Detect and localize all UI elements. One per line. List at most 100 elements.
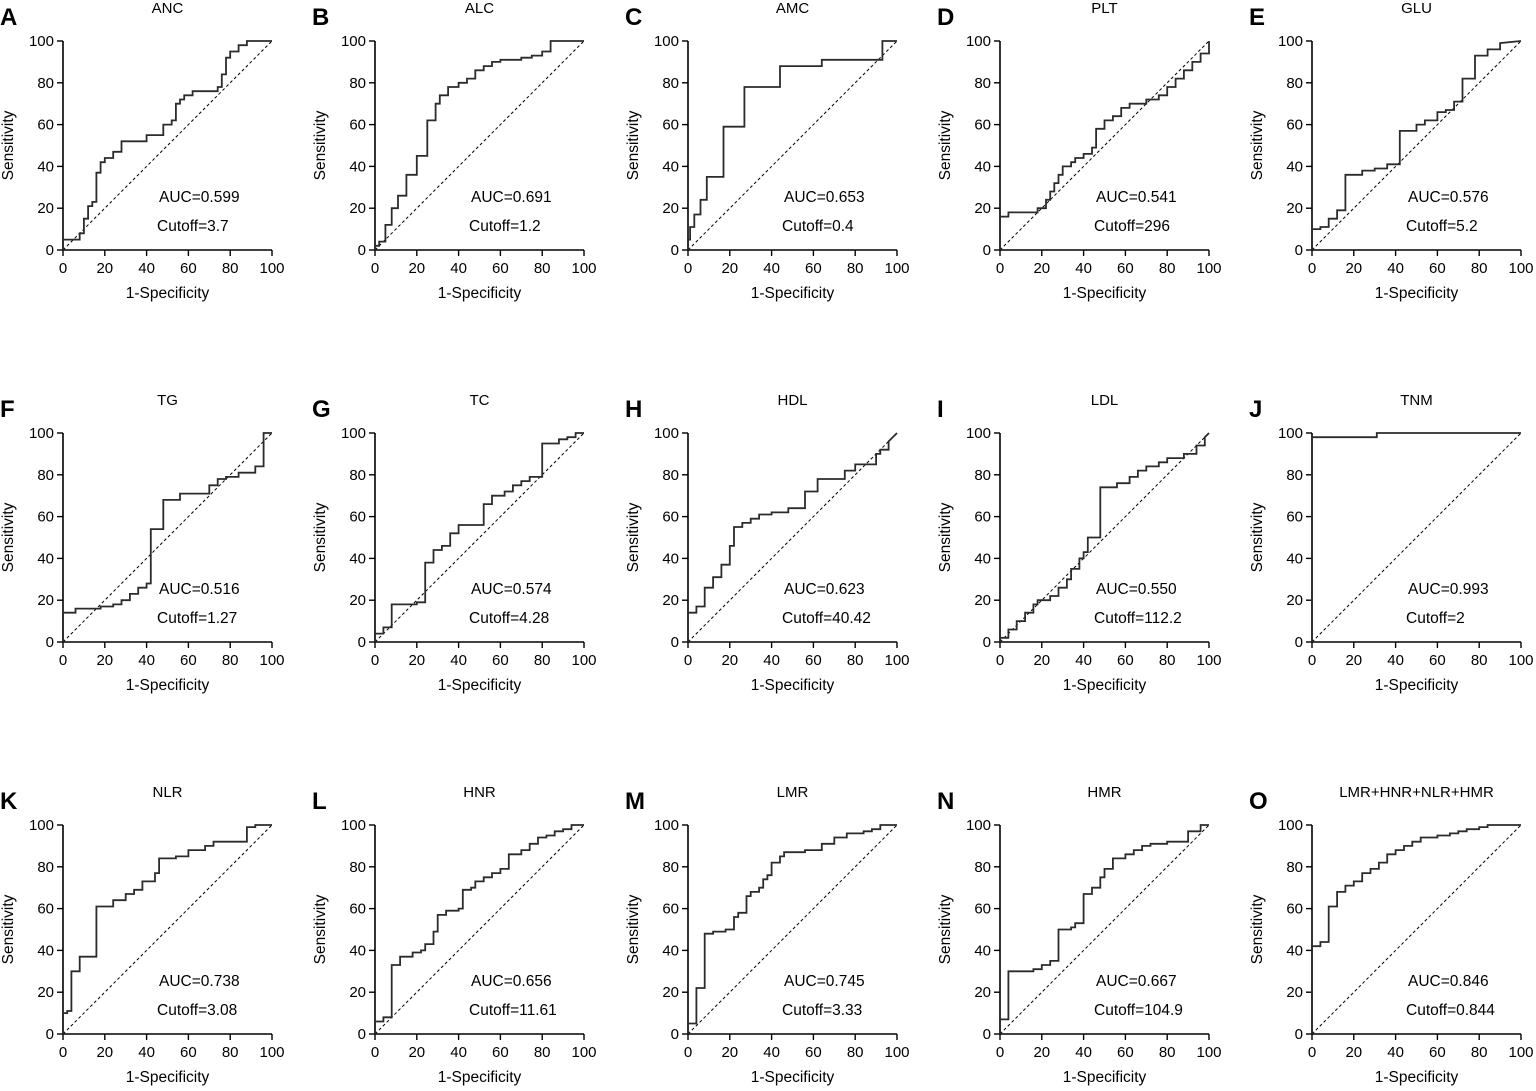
y-axis-label: Sensitivity xyxy=(312,110,329,180)
y-tick-label: 20 xyxy=(349,984,366,1001)
panel-title: ALC xyxy=(465,0,494,17)
y-tick-label: 60 xyxy=(974,901,991,918)
y-tick-label: 0 xyxy=(1295,1026,1303,1043)
y-tick-label: 60 xyxy=(1286,117,1303,134)
y-tick-label: 100 xyxy=(654,33,679,50)
x-tick-label: 0 xyxy=(996,260,1004,277)
y-tick-label: 80 xyxy=(37,859,54,876)
x-tick-label: 60 xyxy=(805,1044,822,1061)
y-tick-label: 100 xyxy=(966,817,991,834)
auc-label: AUC=0.550 xyxy=(1096,581,1177,598)
panel-title: LMR xyxy=(777,784,809,801)
x-tick-label: 20 xyxy=(1033,260,1050,277)
x-tick-label: 40 xyxy=(138,1044,155,1061)
y-tick-label: 0 xyxy=(1295,242,1303,259)
x-tick-label: 80 xyxy=(222,1044,239,1061)
y-tick-label: 40 xyxy=(662,158,679,175)
y-tick-label: 20 xyxy=(974,592,991,609)
x-tick-label: 60 xyxy=(1429,652,1446,669)
y-tick-label: 40 xyxy=(662,550,679,567)
y-tick-label: 0 xyxy=(358,1026,366,1043)
y-tick-label: 60 xyxy=(662,509,679,526)
cutoff-label: Cutoff=112.2 xyxy=(1094,610,1182,627)
y-axis-label: Sensitivity xyxy=(1249,502,1266,572)
x-tick-label: 20 xyxy=(1345,652,1362,669)
y-axis-label: Sensitivity xyxy=(625,502,642,572)
y-tick-label: 20 xyxy=(974,984,991,1001)
y-tick-label: 0 xyxy=(46,242,54,259)
auc-label: AUC=0.656 xyxy=(471,973,552,990)
panel-title: NLR xyxy=(152,784,182,801)
y-tick-label: 20 xyxy=(37,200,54,217)
panel-letter: F xyxy=(0,396,15,423)
x-tick-label: 40 xyxy=(450,1044,467,1061)
cutoff-label: Cutoff=4.28 xyxy=(469,610,549,627)
x-tick-label: 0 xyxy=(59,1044,67,1061)
x-tick-label: 60 xyxy=(180,1044,197,1061)
roc-panel-g: G TC 00 20 20 40 40 60 60 80 80 100 100 1-Specificity… xyxy=(312,392,597,694)
y-axis-label: Sensitivity xyxy=(312,502,329,572)
panel-letter: C xyxy=(625,4,642,31)
x-tick-label: 80 xyxy=(1471,1044,1488,1061)
y-tick-label: 0 xyxy=(1295,634,1303,651)
x-tick-label: 100 xyxy=(1508,1044,1533,1061)
y-tick-label: 20 xyxy=(349,200,366,217)
roc-panel-d: D PLT 00 20 20 40 40 60 60 80 80 100 100 1-Specificit… xyxy=(937,0,1222,302)
x-tick-label: 60 xyxy=(1117,260,1134,277)
x-tick-label: 100 xyxy=(884,652,909,669)
x-tick-label: 100 xyxy=(259,652,284,669)
x-tick-label: 0 xyxy=(59,260,67,277)
x-axis-label: 1-Specificity xyxy=(126,677,210,694)
y-tick-label: 0 xyxy=(358,242,366,259)
auc-label: AUC=0.653 xyxy=(784,189,865,206)
x-tick-label: 80 xyxy=(847,1044,864,1061)
y-tick-label: 20 xyxy=(662,200,679,217)
x-axis-label: 1-Specificity xyxy=(1063,677,1147,694)
roc-panel-f: F TG 00 20 20 40 40 60 60 80 80 100 100 1-Specificity… xyxy=(0,392,285,694)
x-tick-label: 80 xyxy=(1159,1044,1176,1061)
y-tick-label: 60 xyxy=(662,117,679,134)
x-axis-label: 1-Specificity xyxy=(1375,1069,1459,1086)
x-tick-label: 100 xyxy=(571,652,596,669)
x-tick-label: 100 xyxy=(1508,652,1533,669)
y-tick-label: 60 xyxy=(37,901,54,918)
cutoff-label: Cutoff=0.4 xyxy=(782,218,854,235)
y-tick-label: 60 xyxy=(1286,509,1303,526)
y-tick-label: 100 xyxy=(654,817,679,834)
y-tick-label: 80 xyxy=(1286,75,1303,92)
y-tick-label: 80 xyxy=(37,467,54,484)
roc-curve-line xyxy=(999,432,1210,642)
x-tick-label: 0 xyxy=(59,652,67,669)
y-tick-label: 0 xyxy=(46,634,54,651)
panel-letter: A xyxy=(0,4,17,31)
y-tick-label: 80 xyxy=(974,75,991,92)
x-tick-label: 60 xyxy=(805,260,822,277)
y-tick-label: 40 xyxy=(349,550,366,567)
y-tick-label: 80 xyxy=(1286,859,1303,876)
x-tick-label: 40 xyxy=(1387,652,1404,669)
y-tick-label: 40 xyxy=(1286,550,1303,567)
roc-panel-h: H HDL 00 20 20 40 40 60 60 80 80 100 100 1-Specificit… xyxy=(625,392,910,694)
panel-letter: N xyxy=(937,788,954,815)
auc-label: AUC=0.745 xyxy=(784,973,865,990)
y-tick-label: 60 xyxy=(974,117,991,134)
cutoff-label: Cutoff=3.7 xyxy=(157,218,229,235)
x-tick-label: 60 xyxy=(1429,260,1446,277)
x-tick-label: 40 xyxy=(1075,652,1092,669)
y-axis-label: Sensitivity xyxy=(937,110,954,180)
x-tick-label: 40 xyxy=(138,260,155,277)
panel-title: LDL xyxy=(1091,392,1119,409)
y-tick-label: 80 xyxy=(662,467,679,484)
x-axis-label: 1-Specificity xyxy=(126,1069,210,1086)
y-tick-label: 0 xyxy=(671,242,679,259)
y-tick-label: 40 xyxy=(974,942,991,959)
y-tick-label: 60 xyxy=(349,901,366,918)
x-tick-label: 80 xyxy=(1471,652,1488,669)
y-tick-label: 80 xyxy=(349,75,366,92)
y-tick-label: 20 xyxy=(37,592,54,609)
x-tick-label: 20 xyxy=(1033,652,1050,669)
y-tick-label: 80 xyxy=(1286,467,1303,484)
roc-curve-line xyxy=(1311,432,1521,642)
y-tick-label: 40 xyxy=(974,550,991,567)
auc-label: AUC=0.667 xyxy=(1096,973,1177,990)
